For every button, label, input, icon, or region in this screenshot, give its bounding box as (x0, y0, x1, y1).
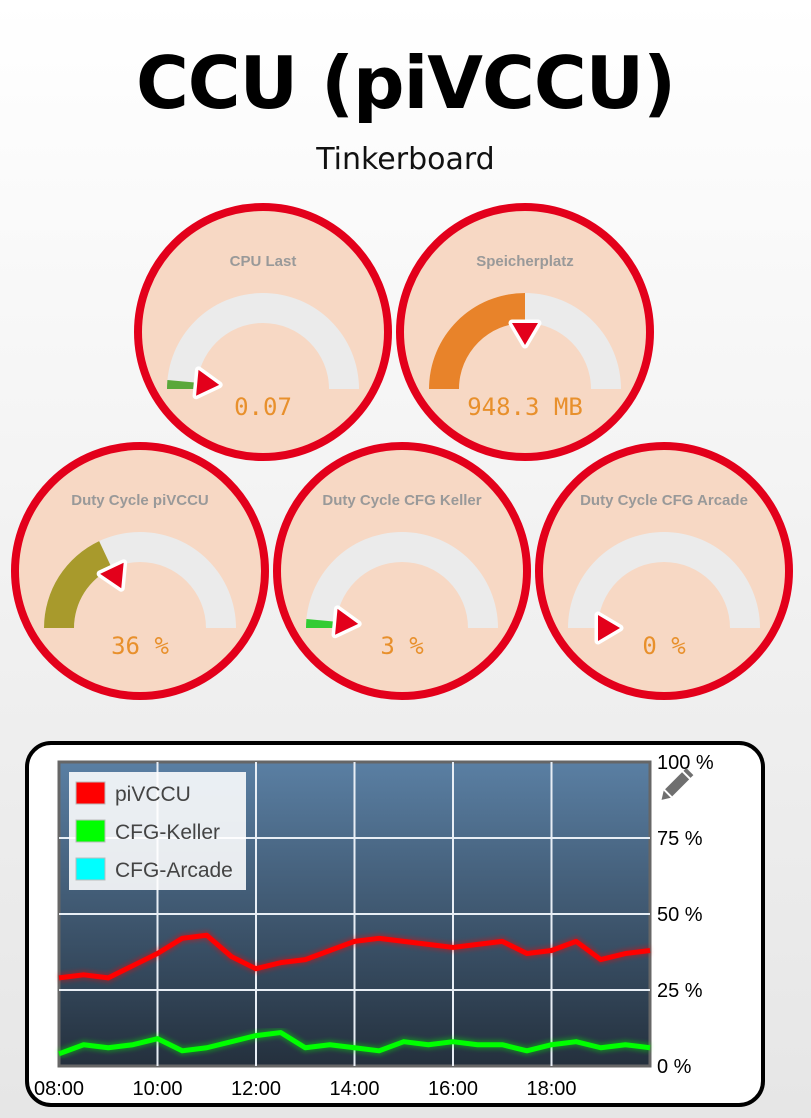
gauge-value: 3 % (380, 632, 424, 660)
gauge-label: Speicherplatz (476, 253, 574, 270)
gauge-duty-cycle-cfg-keller: Duty Cycle CFG Keller 3 % (273, 442, 531, 700)
gauge-speicherplatz: Speicherplatz 948.3 MB (396, 203, 654, 461)
gauge-needle (96, 559, 128, 592)
y-tick-label: 75 % (657, 828, 703, 850)
gauge-label: Duty Cycle CFG Arcade (580, 492, 748, 509)
legend-label: piVCCU (115, 783, 191, 806)
gauge-label: Duty Cycle piVCCU (71, 492, 209, 509)
chart-panel: 08:00 10:00 12:00 14:00 16:00 18:00 0 % 25 % 50 … (25, 741, 765, 1107)
gauge-value: 948.3 MB (467, 393, 583, 421)
gauge-label: CPU Last (230, 253, 297, 270)
gauge-cpu-last: CPU Last 0.07 (134, 203, 392, 461)
series-line-pivccu (58, 932, 651, 981)
gauge-value: 0.07 (234, 393, 292, 421)
gauge-track (167, 293, 359, 389)
gauge-value: 36 % (111, 632, 169, 660)
gauge-fill (167, 379, 198, 389)
pencil-icon[interactable] (658, 768, 694, 803)
x-tick-label: 16:00 (428, 1078, 478, 1100)
gauge-needle (508, 319, 542, 349)
series-line-cfg-keller (58, 1030, 651, 1057)
gauge-fill (306, 618, 337, 628)
gauge-track (306, 532, 498, 628)
gauge-needle (594, 611, 624, 645)
page-title: CCU (piVCCU) (135, 41, 676, 125)
legend-swatch (75, 857, 106, 881)
gauge-track (568, 532, 760, 628)
gauge-needle (331, 605, 362, 639)
gauge-duty-cycle-cfg-arcade: Duty Cycle CFG Arcade 0 % (535, 442, 793, 700)
x-tick-label: 18:00 (526, 1078, 576, 1100)
duty-cycle-chart: 08:00 10:00 12:00 14:00 16:00 18:00 0 % 25 % 50 … (34, 752, 714, 1100)
gauge-fill (429, 293, 525, 389)
x-tick-label: 10:00 (132, 1078, 182, 1100)
y-tick-label: 0 % (657, 1056, 692, 1078)
legend-swatch (75, 781, 106, 805)
gauge-label: Duty Cycle CFG Keller (322, 492, 481, 509)
legend-swatch (75, 819, 106, 843)
x-tick-label: 12:00 (231, 1078, 281, 1100)
y-tick-label: 25 % (657, 980, 703, 1002)
page-subtitle: Tinkerboard (316, 142, 495, 177)
gauge-value: 0 % (642, 632, 686, 660)
gauge-duty-cycle-pivccu: Duty Cycle piVCCU 36 % (11, 442, 269, 700)
x-tick-label: 08:00 (34, 1078, 84, 1100)
x-tick-label: 14:00 (329, 1078, 379, 1100)
gauge-fill (44, 541, 112, 628)
gauge-needle (192, 366, 223, 400)
y-tick-label: 100 % (657, 752, 714, 774)
legend-label: CFG-Keller (115, 821, 220, 844)
chart-legend: piVCCU CFG-Keller CFG-Arcade (69, 772, 246, 890)
legend-label: CFG-Arcade (115, 859, 233, 882)
y-tick-label: 50 % (657, 904, 703, 926)
